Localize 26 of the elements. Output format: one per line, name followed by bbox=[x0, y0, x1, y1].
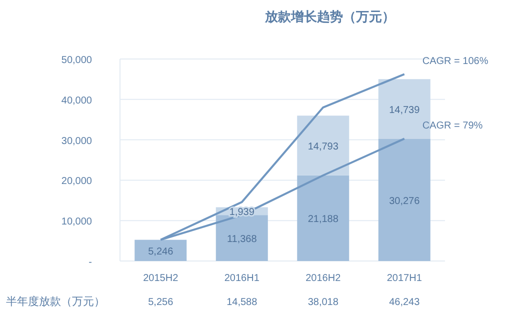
bar bbox=[378, 138, 430, 261]
y-tick-label: 30,000 bbox=[61, 136, 92, 147]
x-tick-label: 2016H2 bbox=[306, 273, 342, 284]
data-label: 46,243 bbox=[389, 297, 420, 308]
y-tick-label: 20,000 bbox=[61, 176, 92, 188]
data-label: 38,018 bbox=[308, 297, 339, 308]
data-label: 14,739 bbox=[389, 104, 420, 116]
data-label: 21,188 bbox=[308, 214, 339, 226]
data-label: 11,368 bbox=[226, 234, 258, 246]
data-label: 5,256 bbox=[148, 297, 174, 308]
y-tick-label: 50,000 bbox=[61, 55, 92, 66]
bar bbox=[297, 175, 350, 261]
data-label: 14,793 bbox=[308, 142, 339, 153]
data-label: 14,588 bbox=[226, 297, 258, 308]
y-tick-label: 40,000 bbox=[61, 95, 92, 106]
annotation: CAGR = 79% bbox=[422, 120, 483, 132]
annotation: CAGR = 106% bbox=[422, 56, 488, 68]
data-label: 30,276 bbox=[389, 196, 420, 207]
y-tick-label: 10,000 bbox=[61, 216, 92, 228]
y-tick-label: - bbox=[88, 257, 92, 268]
data-label: 5,246 bbox=[148, 246, 174, 258]
x-tick-label: 2017H1 bbox=[386, 273, 422, 284]
x-tick-label: 2016H1 bbox=[224, 273, 260, 284]
text: 半年度放款（万元） bbox=[6, 295, 105, 308]
chart-title: 放款增长趋势（万元） bbox=[264, 9, 395, 24]
x-tick-label: 2015H2 bbox=[143, 273, 179, 284]
